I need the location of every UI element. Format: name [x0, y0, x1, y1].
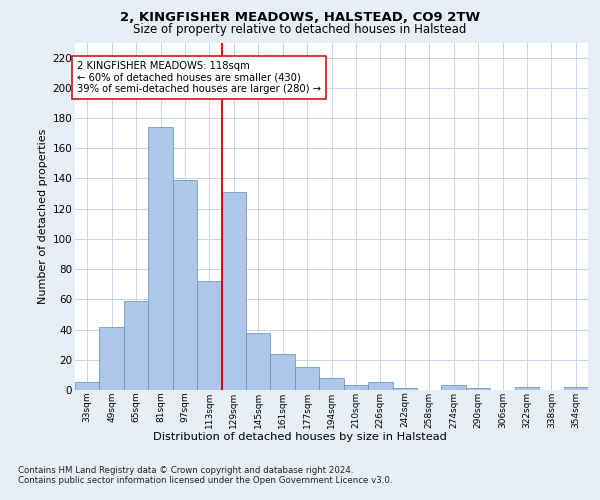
Bar: [466, 388, 490, 390]
Bar: [442, 386, 466, 390]
Bar: [271, 354, 295, 390]
Bar: [197, 281, 221, 390]
Bar: [344, 386, 368, 390]
Bar: [100, 326, 124, 390]
Bar: [295, 368, 319, 390]
Text: Distribution of detached houses by size in Halstead: Distribution of detached houses by size …: [153, 432, 447, 442]
Bar: [319, 378, 344, 390]
Bar: [392, 388, 417, 390]
Bar: [148, 127, 173, 390]
Bar: [515, 387, 539, 390]
Bar: [368, 382, 392, 390]
Bar: [124, 301, 148, 390]
Y-axis label: Number of detached properties: Number of detached properties: [38, 128, 49, 304]
Bar: [221, 192, 246, 390]
Bar: [173, 180, 197, 390]
Text: Contains public sector information licensed under the Open Government Licence v3: Contains public sector information licen…: [18, 476, 392, 485]
Bar: [563, 387, 588, 390]
Bar: [246, 332, 271, 390]
Text: Size of property relative to detached houses in Halstead: Size of property relative to detached ho…: [133, 22, 467, 36]
Text: 2 KINGFISHER MEADOWS: 118sqm
← 60% of detached houses are smaller (430)
39% of s: 2 KINGFISHER MEADOWS: 118sqm ← 60% of de…: [77, 60, 322, 94]
Text: 2, KINGFISHER MEADOWS, HALSTEAD, CO9 2TW: 2, KINGFISHER MEADOWS, HALSTEAD, CO9 2TW: [120, 11, 480, 24]
Text: Contains HM Land Registry data © Crown copyright and database right 2024.: Contains HM Land Registry data © Crown c…: [18, 466, 353, 475]
Bar: [75, 382, 100, 390]
